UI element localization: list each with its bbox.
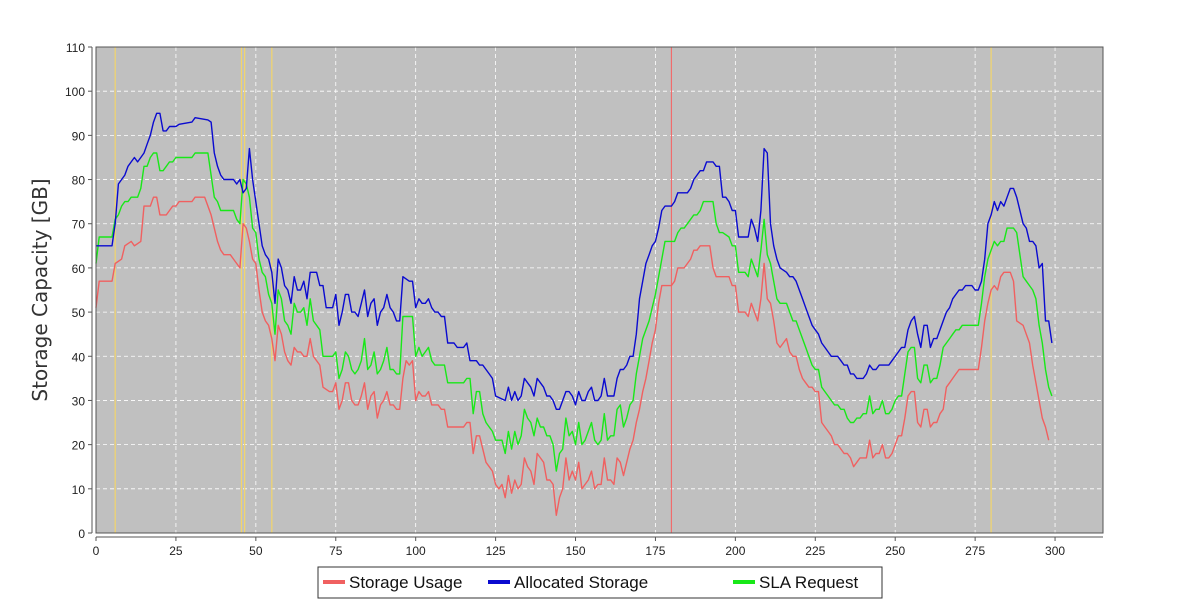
y-tick-label: 50	[72, 306, 86, 320]
legend: Storage Usage Allocated Storage SLA Reques…	[317, 566, 883, 599]
x-tick-label: 75	[329, 544, 343, 558]
legend-box	[317, 566, 883, 599]
x-tick-label: 50	[249, 544, 263, 558]
plot-area	[96, 47, 1103, 533]
x-tick-label: 250	[885, 544, 905, 558]
y-tick-label: 30	[72, 394, 86, 408]
x-tick-label: 300	[1045, 544, 1065, 558]
series-lines	[95, 112, 1053, 516]
y-tick-label: 60	[72, 262, 86, 276]
x-tick-label: 225	[805, 544, 825, 558]
x-tick-label: 275	[965, 544, 985, 558]
x-tick-label: 175	[645, 544, 665, 558]
x-tick-label: 200	[725, 544, 745, 558]
legend-entry: Storage Usage	[349, 573, 462, 592]
axes: 0 25 50 75 100 125 150 175 200 225 250 275 300 0 10 20 3…	[65, 41, 1103, 558]
y-tick-label: 0	[78, 527, 85, 541]
legend-entry: Allocated Storage	[514, 573, 648, 592]
series-line-sla-request	[95, 152, 1053, 472]
x-tick-label: 125	[486, 544, 506, 558]
series-line-allocated-storage	[96, 112, 1053, 410]
y-tick-label: 90	[72, 129, 86, 143]
x-tick-label: 100	[406, 544, 426, 558]
x-tick-label: 25	[169, 544, 183, 558]
y-tick-label: 70	[72, 218, 86, 232]
series-line-storage-usage	[95, 196, 1050, 516]
x-tick-label: 0	[93, 544, 100, 558]
x-tick-label: 150	[566, 544, 586, 558]
y-tick-label: 110	[66, 41, 85, 55]
y-tick-label: 100	[65, 85, 85, 99]
plot-frame	[95, 46, 1104, 534]
y-axis-label: Storage Capacity [GB]	[28, 178, 52, 401]
legend-entry: SLA Request	[759, 573, 859, 592]
y-tick-label: 40	[72, 350, 86, 364]
y-tick-label: 80	[72, 174, 86, 188]
y-tick-label: 10	[72, 483, 86, 497]
y-tick-label: 20	[72, 439, 86, 453]
